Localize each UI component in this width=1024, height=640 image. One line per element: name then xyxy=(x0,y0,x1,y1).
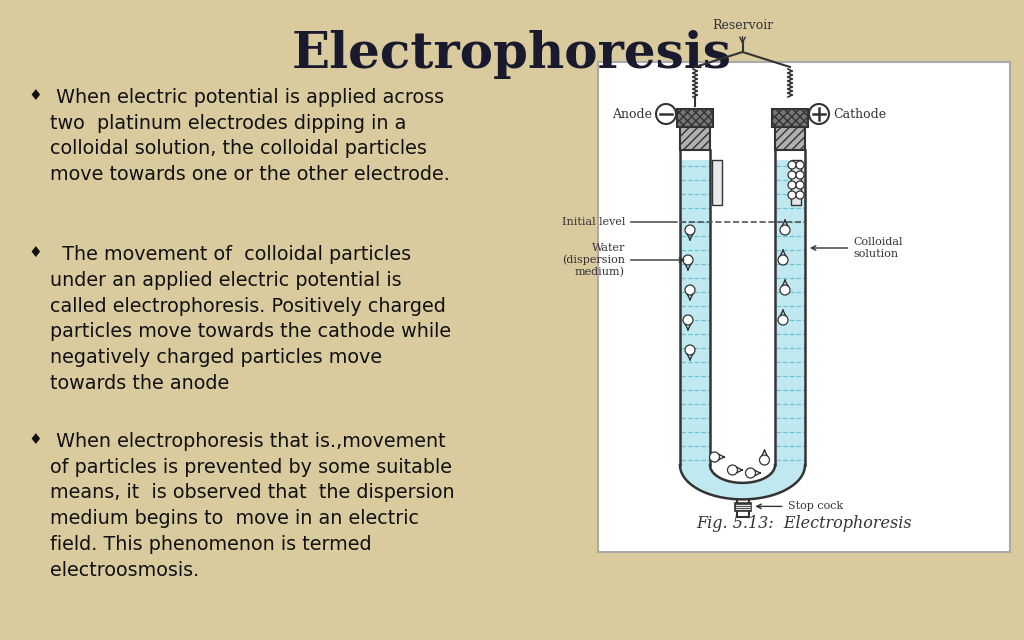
Bar xyxy=(772,109,808,127)
Bar xyxy=(775,122,805,150)
Circle shape xyxy=(796,161,804,169)
Circle shape xyxy=(788,161,796,169)
Text: Electrophoresis: Electrophoresis xyxy=(292,30,732,79)
Bar xyxy=(734,504,751,511)
Circle shape xyxy=(778,255,788,265)
Circle shape xyxy=(656,104,676,124)
Bar xyxy=(775,160,805,465)
Circle shape xyxy=(796,191,804,199)
Circle shape xyxy=(778,315,788,325)
Circle shape xyxy=(685,225,695,235)
Bar xyxy=(680,160,710,465)
Circle shape xyxy=(788,181,796,189)
Text: Anode: Anode xyxy=(612,108,652,120)
Text: ♦: ♦ xyxy=(28,432,42,447)
Circle shape xyxy=(683,255,693,265)
Circle shape xyxy=(796,181,804,189)
Polygon shape xyxy=(680,465,805,499)
Circle shape xyxy=(710,452,720,462)
Circle shape xyxy=(780,285,790,295)
Circle shape xyxy=(685,285,695,295)
Bar xyxy=(791,160,801,205)
Text: Reservoir: Reservoir xyxy=(712,19,773,32)
Circle shape xyxy=(796,171,804,179)
Text: The movement of  colloidal particles
under an applied electric potential is
call: The movement of colloidal particles unde… xyxy=(50,245,452,393)
Bar xyxy=(677,109,713,127)
Text: Water
(dispersion
medium): Water (dispersion medium) xyxy=(562,243,684,277)
Circle shape xyxy=(780,225,790,235)
Text: Initial level: Initial level xyxy=(561,217,677,227)
Circle shape xyxy=(683,315,693,325)
Text: ♦: ♦ xyxy=(28,245,42,260)
Circle shape xyxy=(788,191,796,199)
Circle shape xyxy=(809,104,829,124)
Text: When electric potential is applied across
two  platinum electrodes dipping in a
: When electric potential is applied acros… xyxy=(50,88,450,184)
Circle shape xyxy=(788,171,796,179)
Bar xyxy=(680,122,710,150)
Circle shape xyxy=(760,455,769,465)
Bar xyxy=(598,62,1010,552)
Circle shape xyxy=(727,465,737,475)
Text: ♦: ♦ xyxy=(28,88,42,103)
Text: When electrophoresis that is.,movement
of particles is prevented by some suitabl: When electrophoresis that is.,movement o… xyxy=(50,432,455,580)
Text: Colloidal
solution: Colloidal solution xyxy=(811,237,902,259)
Text: Fig. 5.13:  Electrophoresis: Fig. 5.13: Electrophoresis xyxy=(696,515,911,532)
Circle shape xyxy=(685,345,695,355)
Circle shape xyxy=(745,468,756,478)
Text: Cathode: Cathode xyxy=(833,108,886,120)
Bar xyxy=(712,160,722,205)
Text: Stop cock: Stop cock xyxy=(757,501,843,511)
